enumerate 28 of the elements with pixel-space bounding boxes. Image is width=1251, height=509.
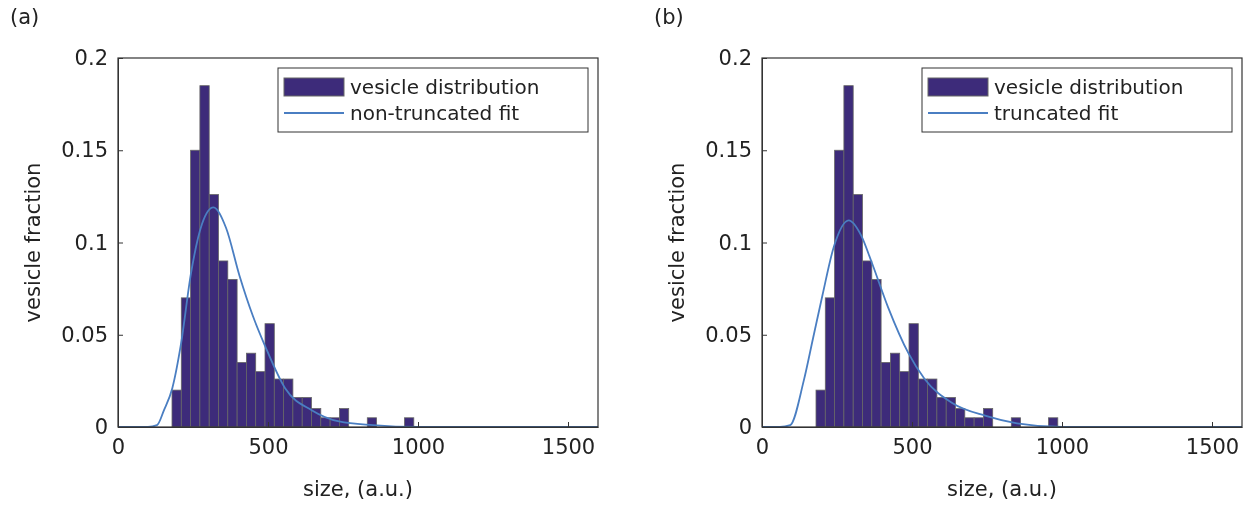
legend-label: vesicle distribution [994, 75, 1184, 99]
y-tick-label: 0 [94, 415, 108, 440]
x-tick-label: 500 [892, 434, 933, 459]
x-tick-label: 1500 [1185, 434, 1240, 459]
y-tick-label: 0.15 [61, 138, 108, 163]
x-tick-label: 1000 [1035, 434, 1090, 459]
y-tick-label: 0.2 [718, 46, 752, 71]
x-tick-label: 1500 [541, 434, 596, 459]
chart-title: (a) [10, 5, 40, 29]
x-tick-label: 1000 [391, 434, 446, 459]
x-axis-title: size, (a.u.) [947, 477, 1057, 501]
y-tick-label: 0.05 [61, 322, 108, 347]
y-tick-label: 0.2 [74, 46, 108, 71]
legend-label: non-truncated fit [350, 101, 520, 125]
legend-label: vesicle distribution [350, 75, 540, 99]
y-tick-label: 0.1 [718, 230, 752, 255]
legend-label: truncated fit [994, 101, 1119, 125]
y-tick-label: 0 [738, 415, 752, 440]
y-axis-title: vesicle fraction [665, 162, 689, 323]
y-tick-label: 0.1 [74, 230, 108, 255]
x-tick-label: 0 [755, 434, 770, 459]
x-axis-title: size, (a.u.) [303, 477, 413, 501]
y-axis-title: vesicle fraction [21, 162, 45, 323]
y-tick-label: 0.05 [705, 322, 752, 347]
y-tick-label: 0.15 [705, 138, 752, 163]
x-tick-label: 0 [111, 434, 126, 459]
x-tick-label: 500 [248, 434, 289, 459]
chart-title: (b) [654, 5, 684, 29]
